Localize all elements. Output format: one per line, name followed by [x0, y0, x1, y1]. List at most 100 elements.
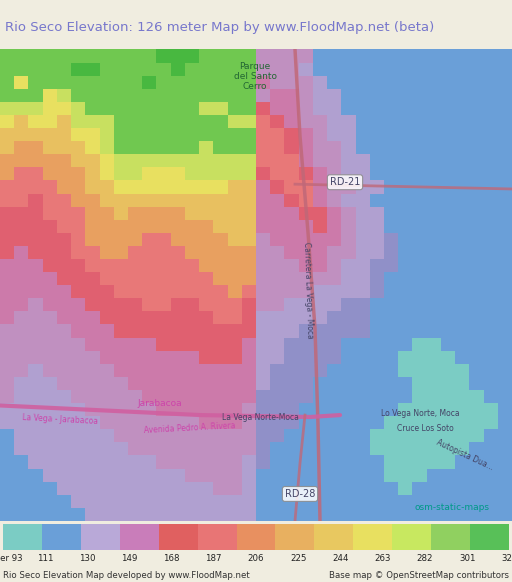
Bar	[57, 219, 72, 233]
Bar	[227, 324, 242, 338]
Bar	[57, 311, 72, 325]
Bar	[285, 206, 299, 219]
Bar	[498, 232, 512, 246]
Text: Base map © OpenStreetMap contributors: Base map © OpenStreetMap contributors	[329, 571, 509, 580]
Bar	[242, 75, 257, 88]
Text: La Vega Norte-Moca: La Vega Norte-Moca	[222, 413, 298, 423]
Bar	[42, 258, 57, 272]
Bar	[242, 508, 257, 521]
Bar	[242, 193, 257, 207]
Bar	[270, 416, 285, 430]
Bar	[342, 468, 356, 482]
Bar	[285, 246, 299, 259]
Bar	[342, 258, 356, 272]
Bar	[119, 524, 159, 550]
Bar	[128, 455, 143, 469]
Bar	[498, 272, 512, 285]
Bar	[441, 337, 456, 350]
Bar	[214, 49, 228, 63]
Bar	[285, 377, 299, 390]
Bar	[0, 481, 15, 495]
Bar	[298, 88, 313, 102]
Bar	[99, 416, 114, 430]
Bar	[114, 350, 129, 364]
Bar	[470, 468, 484, 482]
Bar	[199, 468, 214, 482]
Bar	[0, 285, 15, 298]
Bar	[327, 350, 342, 364]
Bar	[327, 180, 342, 193]
Bar	[483, 154, 498, 168]
Bar	[413, 442, 427, 455]
Bar	[483, 350, 498, 364]
Bar	[29, 101, 43, 115]
Bar	[398, 285, 413, 298]
Bar	[99, 49, 114, 63]
Bar	[384, 167, 399, 180]
Bar	[114, 389, 129, 403]
Bar	[71, 180, 86, 193]
Bar	[370, 311, 385, 325]
Bar	[398, 232, 413, 246]
Bar	[57, 272, 72, 285]
Bar	[483, 298, 498, 311]
Bar	[99, 127, 114, 141]
Bar	[441, 127, 456, 141]
Bar	[470, 416, 484, 430]
Bar	[498, 219, 512, 233]
Bar	[426, 311, 441, 325]
Bar	[441, 468, 456, 482]
Bar	[426, 193, 441, 207]
Bar	[99, 101, 114, 115]
Bar	[14, 167, 29, 180]
Bar	[99, 481, 114, 495]
Bar	[71, 101, 86, 115]
Bar	[498, 127, 512, 141]
Bar	[71, 494, 86, 508]
Bar	[14, 62, 29, 76]
Bar	[114, 508, 129, 521]
Bar	[313, 258, 328, 272]
Bar	[355, 88, 370, 102]
Bar	[14, 127, 29, 141]
Bar	[29, 49, 43, 63]
Bar	[142, 88, 157, 102]
Text: Rio Seco Elevation Map developed by www.FloodMap.net: Rio Seco Elevation Map developed by www.…	[3, 571, 249, 580]
Bar	[498, 49, 512, 63]
Bar	[384, 62, 399, 76]
Bar	[170, 88, 185, 102]
Bar	[327, 75, 342, 88]
Bar	[42, 88, 57, 102]
Text: Rio Seco Elevation: 126 meter Map by www.FloodMap.net (beta): Rio Seco Elevation: 126 meter Map by www…	[5, 21, 434, 34]
Bar	[426, 167, 441, 180]
Bar	[470, 193, 484, 207]
Bar	[227, 180, 242, 193]
Bar	[157, 389, 171, 403]
Bar	[142, 115, 157, 128]
Bar	[355, 350, 370, 364]
Bar	[185, 101, 200, 115]
Bar	[298, 219, 313, 233]
Bar	[114, 232, 129, 246]
Bar	[342, 62, 356, 76]
Bar	[256, 272, 271, 285]
Bar	[384, 298, 399, 311]
Bar	[370, 206, 385, 219]
Bar	[128, 246, 143, 259]
Bar	[498, 416, 512, 430]
Bar	[29, 389, 43, 403]
Bar	[285, 219, 299, 233]
Bar	[313, 88, 328, 102]
Bar	[0, 141, 15, 154]
Bar	[470, 258, 484, 272]
Bar	[214, 389, 228, 403]
Bar	[327, 481, 342, 495]
Bar	[413, 455, 427, 469]
Bar	[157, 442, 171, 455]
Bar	[355, 246, 370, 259]
Bar	[185, 180, 200, 193]
Bar	[355, 429, 370, 442]
Bar	[99, 324, 114, 338]
Bar	[353, 524, 393, 550]
Bar	[86, 442, 100, 455]
